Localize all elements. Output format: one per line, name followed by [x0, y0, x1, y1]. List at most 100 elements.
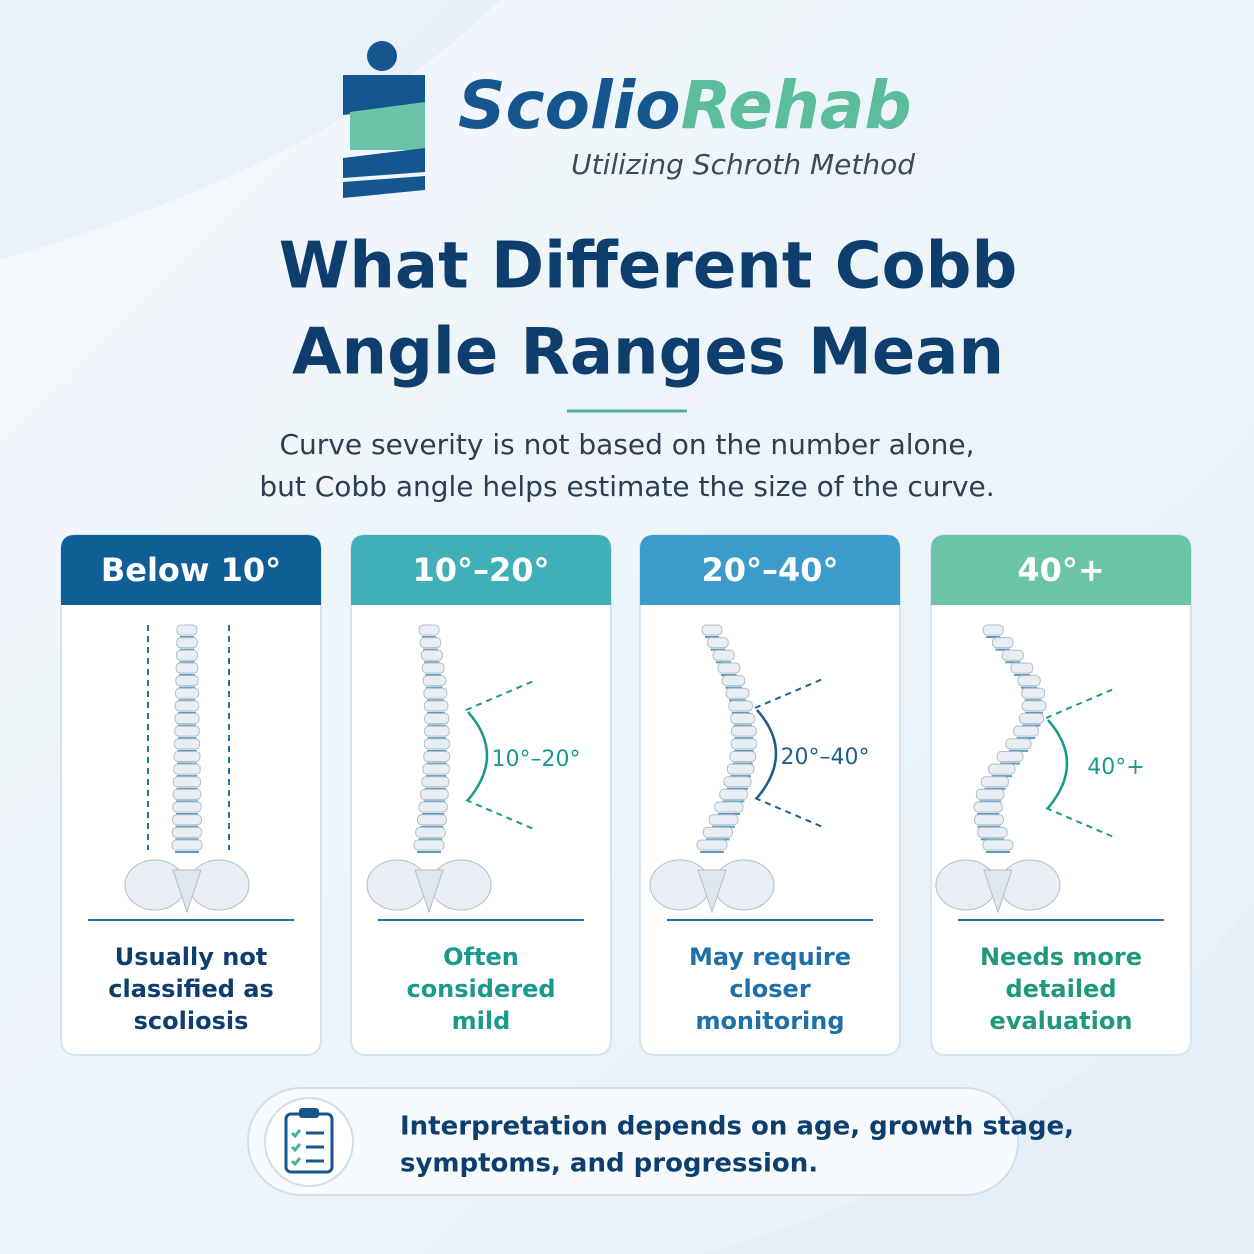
- pelvis: [124, 859, 186, 911]
- vertebra: [714, 801, 744, 813]
- logo-first: Scolio: [458, 67, 681, 144]
- vertebra: [420, 649, 443, 661]
- vertebra: [991, 637, 1014, 649]
- vertebra: [701, 624, 723, 636]
- card-header-text: 10°–20°: [412, 551, 549, 589]
- card-description: Needs more: [980, 943, 1142, 971]
- bg-wave: [700, 900, 1254, 1254]
- angle-label: 40°+: [1087, 755, 1144, 780]
- sacrum: [172, 869, 202, 914]
- card-description: evaluation: [990, 1007, 1133, 1035]
- pelvis: [999, 859, 1061, 911]
- vertebra: [176, 624, 198, 636]
- vertebra: [174, 725, 200, 737]
- vertebra: [702, 826, 734, 838]
- vertebra: [731, 725, 757, 737]
- vertebra: [421, 662, 445, 674]
- note-line: symptoms, and progression.: [400, 1149, 818, 1179]
- card-header: [61, 535, 321, 605]
- angle-line: [754, 797, 826, 829]
- card-description: monitoring: [695, 1007, 844, 1035]
- vertebra: [423, 738, 451, 750]
- vertebra: [725, 687, 750, 699]
- vertebra: [415, 826, 446, 838]
- vertebra: [712, 649, 735, 661]
- vertebra: [730, 738, 758, 750]
- vertebra: [973, 801, 1003, 813]
- vertebra: [988, 763, 1016, 775]
- vertebra: [172, 801, 202, 813]
- vertebra: [423, 700, 449, 712]
- vertebra: [982, 839, 1014, 851]
- cards: Below 10° Usually not classified as scolios…: [60, 534, 1192, 1056]
- vertebra: [423, 750, 451, 762]
- card-header: [351, 535, 611, 605]
- vertebra: [171, 826, 203, 838]
- vertebra: [1013, 725, 1039, 737]
- sacrum: [414, 869, 444, 914]
- pelvis: [935, 859, 997, 911]
- vertebra: [173, 750, 201, 762]
- vertebra: [423, 687, 448, 699]
- angle-label: 20°–40°: [781, 745, 870, 770]
- angle-arc: [1047, 719, 1069, 809]
- vertebra: [175, 662, 199, 674]
- angle-arc: [756, 709, 778, 799]
- vertebra: [729, 750, 757, 762]
- vertebra: [974, 814, 1004, 826]
- card-description: Usually not: [115, 943, 268, 971]
- card-header: [640, 535, 900, 605]
- vertebra: [173, 763, 201, 775]
- vertebra: [419, 637, 442, 649]
- sacrum: [983, 869, 1013, 914]
- note-box: [247, 1087, 1019, 1196]
- logo-second: Rehab: [681, 67, 912, 144]
- vertebra: [174, 713, 200, 725]
- vertebra: [421, 776, 450, 788]
- vertebra: [1021, 687, 1046, 699]
- vertebra: [980, 776, 1009, 788]
- vertebra: [175, 675, 199, 687]
- vertebra: [420, 788, 449, 800]
- angle-line: [465, 799, 537, 831]
- vertebra: [422, 763, 450, 775]
- card-description: Often: [443, 943, 519, 971]
- vertebra: [975, 788, 1005, 800]
- vertebra: [172, 776, 202, 788]
- card-description: closer: [729, 975, 811, 1003]
- vertebra: [174, 700, 200, 712]
- vertebra: [424, 713, 450, 725]
- vertebra: [173, 738, 201, 750]
- pelvis: [713, 859, 775, 911]
- pelvis: [366, 859, 428, 911]
- vertebra: [172, 814, 202, 826]
- angle-line: [1045, 807, 1117, 839]
- vertebra: [707, 637, 729, 649]
- logo-text: ScolioRehab: [458, 67, 912, 144]
- vertebra: [721, 675, 746, 687]
- angle-line: [1045, 687, 1117, 719]
- vertebra: [726, 763, 755, 775]
- vertebra: [172, 788, 202, 800]
- vertebra: [730, 713, 756, 725]
- vertebra: [708, 814, 739, 826]
- subtitle-line: but Cobb angle helps estimate the size o…: [259, 470, 994, 503]
- card-description: classified as: [108, 975, 274, 1003]
- vertebra: [416, 814, 447, 826]
- vertebra: [996, 750, 1024, 762]
- note-line: Interpretation depends on age, growth st…: [400, 1112, 1074, 1142]
- vertebra: [418, 801, 448, 813]
- card-description: mild: [452, 1007, 511, 1035]
- vertebra: [982, 624, 1004, 636]
- card-header-text: 20°–40°: [701, 551, 838, 589]
- logo-tagline: Utilizing Schroth Method: [571, 148, 915, 181]
- sacrum: [697, 869, 727, 914]
- angle-arc: [467, 711, 489, 801]
- vertebra: [728, 700, 753, 712]
- pelvis: [649, 859, 711, 911]
- vertebra: [717, 662, 741, 674]
- vertebra: [977, 826, 1008, 838]
- vertebra: [422, 675, 447, 687]
- title-line: Angle Ranges Mean: [292, 316, 1004, 390]
